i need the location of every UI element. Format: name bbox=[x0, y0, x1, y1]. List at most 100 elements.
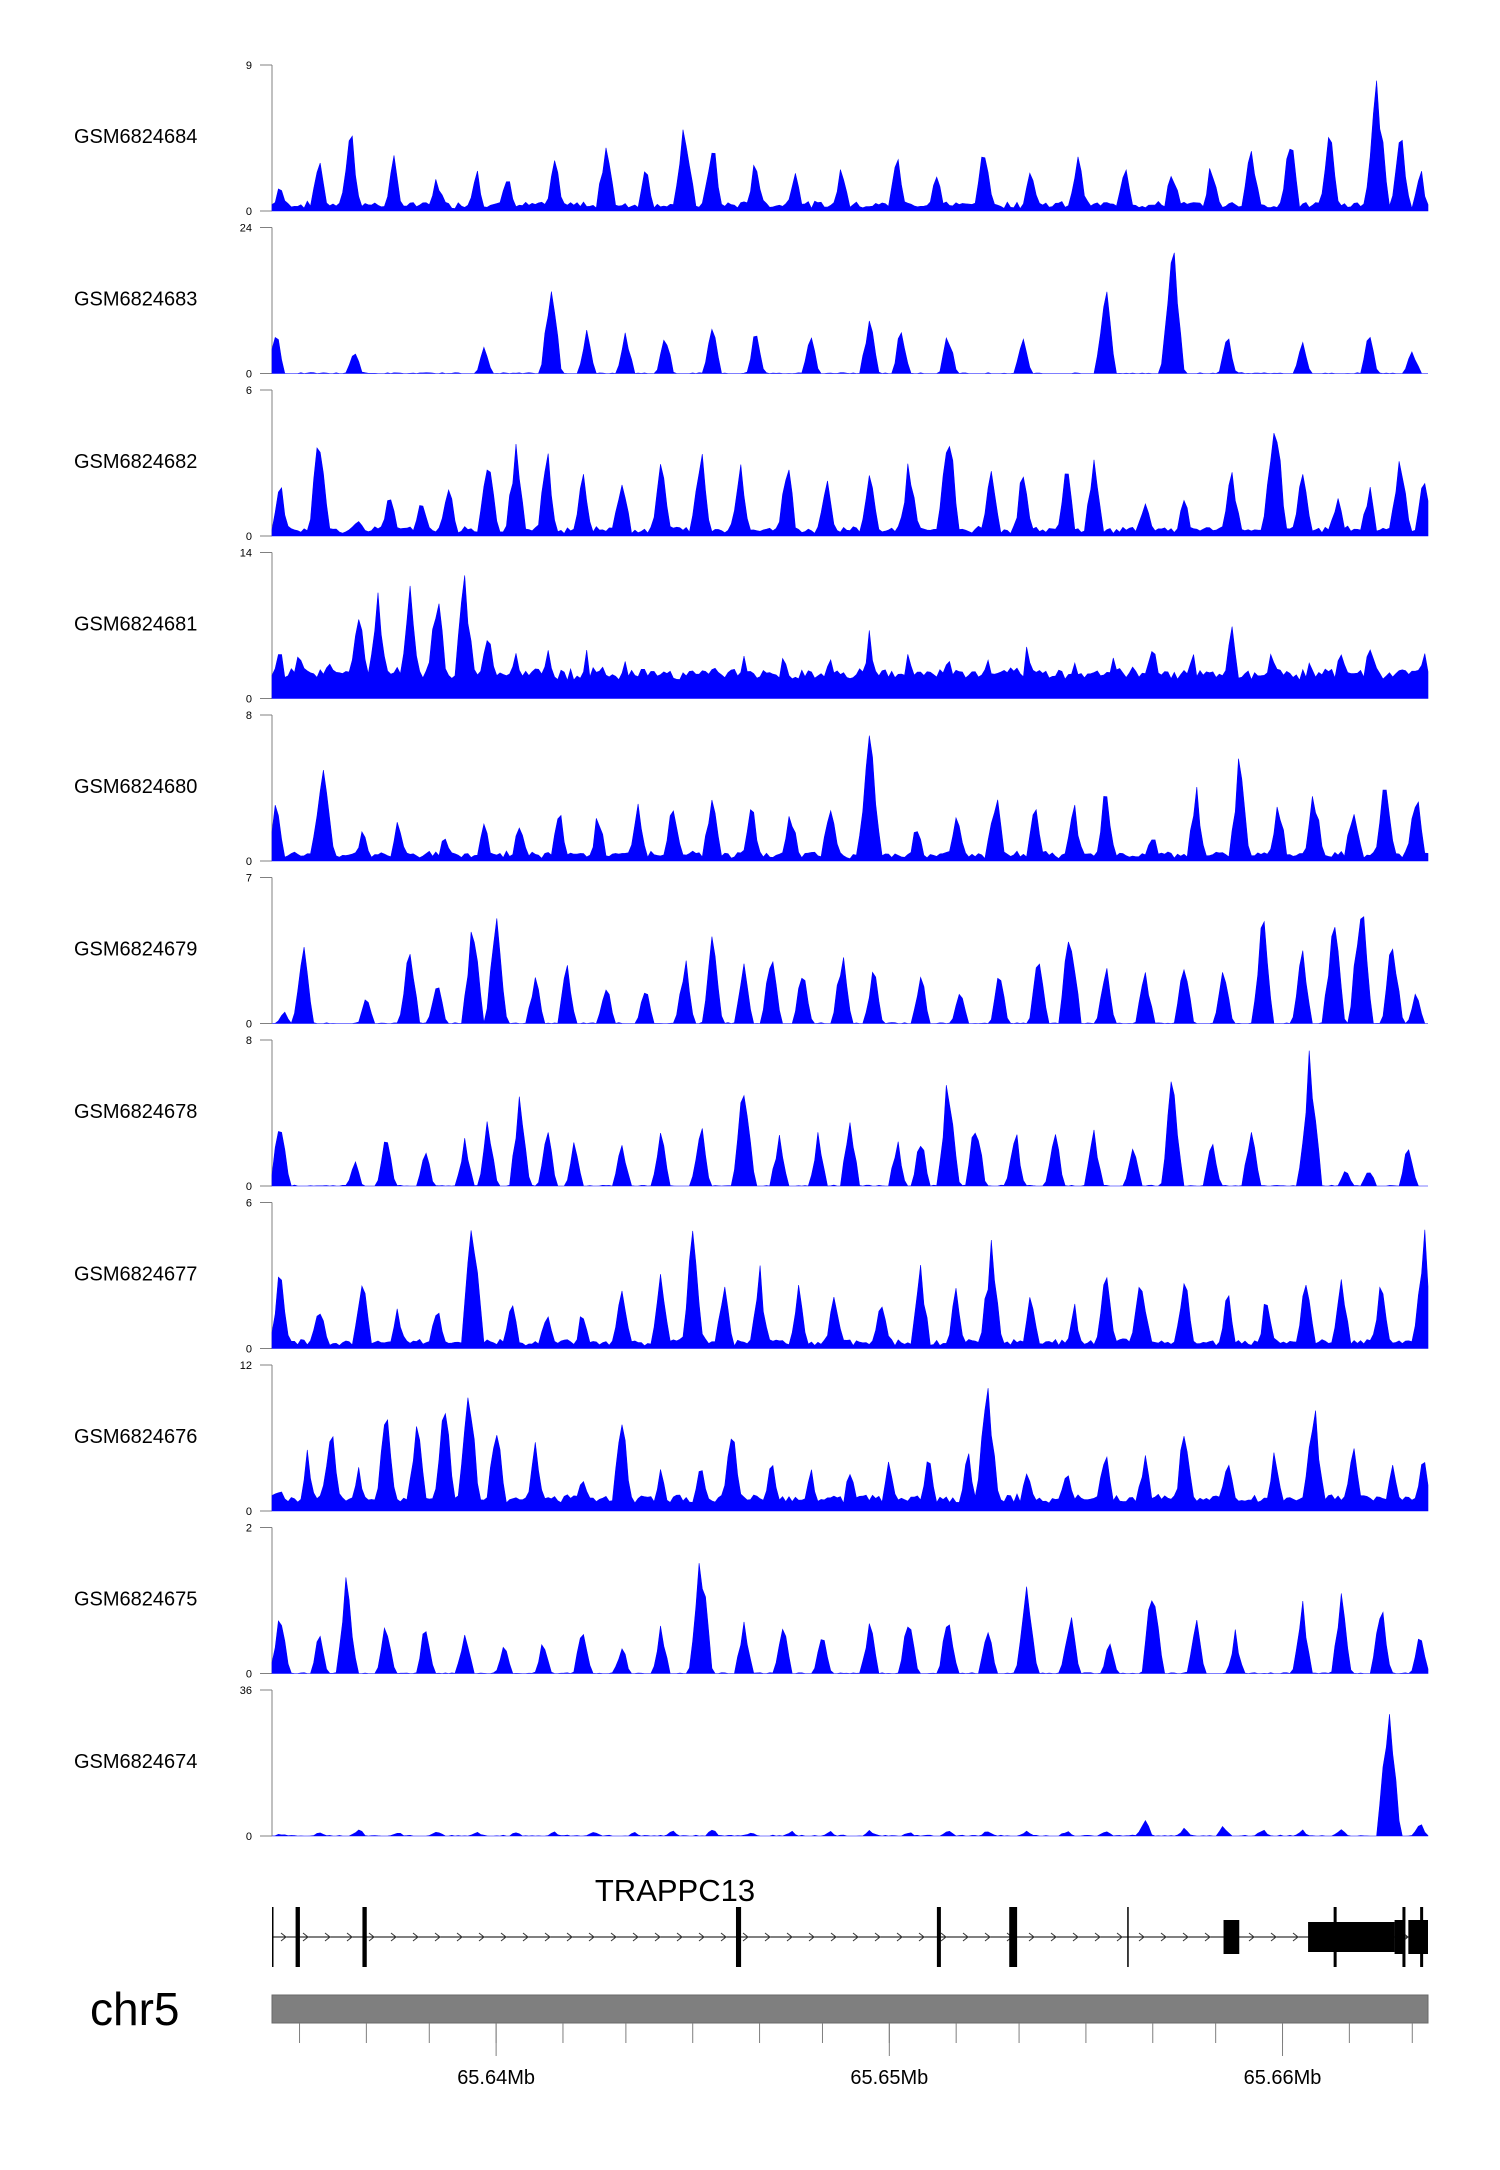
strand-arrow bbox=[280, 1932, 287, 1942]
strand-arrow bbox=[1160, 1932, 1167, 1942]
y-min-label: 0 bbox=[246, 1831, 252, 1843]
strand-arrow bbox=[874, 1932, 881, 1942]
strand-arrow bbox=[1270, 1932, 1277, 1942]
strand-arrow bbox=[808, 1932, 815, 1942]
strand-arrow bbox=[1248, 1932, 1255, 1942]
track-name: GSM6824678 bbox=[74, 1101, 197, 1123]
strand-arrow bbox=[302, 1932, 309, 1942]
y-min-label: 0 bbox=[246, 1506, 252, 1518]
y-max-label: 24 bbox=[240, 223, 252, 235]
strand-arrow bbox=[1116, 1932, 1123, 1942]
strand-arrow bbox=[632, 1932, 639, 1942]
track-GSM6824684: GSM6824684 9 0 bbox=[74, 60, 1429, 218]
strand-arrow bbox=[346, 1932, 353, 1942]
strand-arrow bbox=[588, 1932, 595, 1942]
coverage-area bbox=[271, 1050, 1428, 1187]
strand-arrow bbox=[918, 1932, 925, 1942]
exon bbox=[1394, 1920, 1405, 1954]
y-min-label: 0 bbox=[246, 694, 252, 706]
strand-arrow bbox=[764, 1932, 771, 1942]
strand-arrow bbox=[984, 1932, 991, 1942]
strand-arrow bbox=[1138, 1932, 1145, 1942]
strand-arrow bbox=[896, 1932, 903, 1942]
signal-tracks: GSM682468490GSM6824683240GSM682468260GSM… bbox=[74, 60, 1429, 1843]
y-max-label: 8 bbox=[246, 710, 252, 722]
y-min-label: 0 bbox=[246, 1181, 252, 1193]
exon bbox=[1420, 1907, 1424, 1967]
strand-arrow bbox=[676, 1932, 683, 1942]
track-GSM6824681: GSM6824681 14 0 bbox=[74, 548, 1429, 706]
y-max-label: 7 bbox=[246, 873, 252, 885]
track-GSM6824679: GSM6824679 7 0 bbox=[74, 873, 1428, 1031]
coverage-area bbox=[271, 735, 1429, 862]
strand-arrow bbox=[940, 1932, 947, 1942]
strand-arrow bbox=[742, 1932, 749, 1942]
chromosome-ideogram-bar bbox=[271, 1994, 1429, 2024]
strand-arrow bbox=[852, 1932, 859, 1942]
coverage-area bbox=[271, 1388, 1429, 1512]
strand-arrow bbox=[962, 1932, 969, 1942]
track-GSM6824680: GSM6824680 8 0 bbox=[74, 710, 1429, 868]
exon bbox=[272, 1907, 274, 1967]
y-max-label: 6 bbox=[246, 385, 252, 397]
strand-arrow bbox=[610, 1932, 617, 1942]
coverage-area bbox=[271, 1229, 1429, 1349]
track-GSM6824674: GSM6824674 36 0 bbox=[74, 1685, 1429, 1843]
exon bbox=[1402, 1907, 1406, 1967]
gene-label: TRAPPC13 bbox=[595, 1873, 755, 1908]
strand-arrow bbox=[698, 1932, 705, 1942]
strand-arrow bbox=[1050, 1932, 1057, 1942]
strand-arrow bbox=[654, 1932, 661, 1942]
track-name: GSM6824674 bbox=[74, 1751, 197, 1773]
strand-arrow bbox=[544, 1932, 551, 1942]
track-name: GSM6824682 bbox=[74, 451, 197, 473]
coverage-area bbox=[271, 252, 1428, 374]
y-min-label: 0 bbox=[246, 206, 252, 218]
axis-tick-label: 65.66Mb bbox=[1244, 2067, 1322, 2089]
track-GSM6824676: GSM6824676 12 0 bbox=[74, 1360, 1429, 1518]
track-name: GSM6824677 bbox=[74, 1264, 197, 1286]
strand-arrow bbox=[1028, 1932, 1035, 1942]
strand-arrow bbox=[786, 1932, 793, 1942]
y-min-label: 0 bbox=[246, 1019, 252, 1031]
track-GSM6824682: GSM6824682 6 0 bbox=[74, 385, 1429, 543]
track-name: GSM6824675 bbox=[74, 1589, 197, 1611]
y-min-label: 0 bbox=[246, 856, 252, 868]
track-GSM6824683: GSM6824683 24 0 bbox=[74, 223, 1428, 381]
strand-arrow bbox=[456, 1932, 463, 1942]
y-max-label: 12 bbox=[240, 1360, 252, 1372]
y-max-label: 8 bbox=[246, 1035, 252, 1047]
strand-arrow bbox=[830, 1932, 837, 1942]
strand-arrow bbox=[390, 1932, 397, 1942]
track-name: GSM6824683 bbox=[74, 289, 197, 311]
track-GSM6824675: GSM6824675 2 0 bbox=[74, 1523, 1429, 1681]
y-min-label: 0 bbox=[246, 1344, 252, 1356]
chromosome-axis: chr5 65.64Mb 65.65Mb 65.66Mb bbox=[90, 1983, 1429, 2089]
track-GSM6824677: GSM6824677 6 0 bbox=[74, 1198, 1429, 1356]
coverage-area bbox=[271, 575, 1429, 699]
track-name: GSM6824679 bbox=[74, 939, 197, 961]
strand-arrow bbox=[412, 1932, 419, 1942]
axis-tick-label: 65.64Mb bbox=[457, 2067, 535, 2089]
strand-arrow bbox=[500, 1932, 507, 1942]
track-GSM6824678: GSM6824678 8 0 bbox=[74, 1035, 1428, 1193]
coverage-area bbox=[271, 80, 1429, 212]
strand-arrow bbox=[1204, 1932, 1211, 1942]
strand-arrow bbox=[566, 1932, 573, 1942]
strand-arrow bbox=[1292, 1932, 1299, 1942]
y-min-label: 0 bbox=[246, 531, 252, 543]
coverage-area bbox=[271, 1563, 1429, 1674]
track-name: GSM6824684 bbox=[74, 126, 197, 148]
y-min-label: 0 bbox=[246, 369, 252, 381]
track-name: GSM6824680 bbox=[74, 776, 197, 798]
gene-model: TRAPPC13 bbox=[272, 1873, 1428, 1967]
strand-arrow bbox=[478, 1932, 485, 1942]
chromosome-label: chr5 bbox=[90, 1983, 179, 2035]
exon bbox=[735, 1907, 742, 1967]
strand-arrow bbox=[1072, 1932, 1079, 1942]
y-max-label: 2 bbox=[246, 1523, 252, 1535]
exon bbox=[1127, 1907, 1129, 1967]
exon bbox=[936, 1907, 941, 1967]
y-max-label: 6 bbox=[246, 1198, 252, 1210]
